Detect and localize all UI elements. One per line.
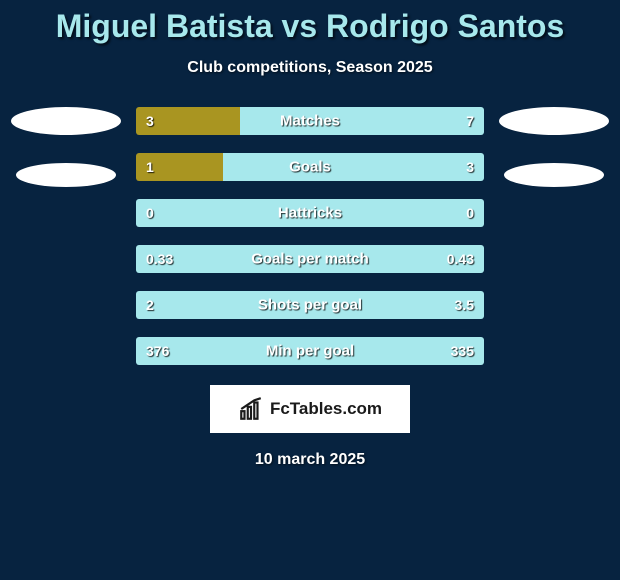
team-logo-right-2: [504, 163, 604, 187]
stat-row-goals: 1 Goals 3: [136, 153, 484, 181]
chart-icon: [238, 396, 264, 422]
team-logo-left-1: [11, 107, 121, 135]
left-team-column: [6, 107, 126, 365]
stat-row-shots-per-goal: 2 Shots per goal 3.5: [136, 291, 484, 319]
comparison-content: 3 Matches 7 1 Goals 3 0 Hattricks 0 0.33…: [0, 107, 620, 365]
stat-left-value: 376: [146, 343, 169, 359]
right-team-column: [494, 107, 614, 365]
page-title: Miguel Batista vs Rodrigo Santos: [0, 0, 620, 45]
stat-left-value: 0: [146, 205, 154, 221]
stat-label: Matches: [280, 113, 340, 130]
bar-right: [223, 153, 484, 181]
subtitle: Club competitions, Season 2025: [0, 59, 620, 77]
stat-left-value: 1: [146, 159, 154, 175]
stat-right-value: 7: [466, 113, 474, 129]
stat-right-value: 0: [466, 205, 474, 221]
team-logo-right-1: [499, 107, 609, 135]
brand-text: FcTables.com: [270, 399, 382, 419]
stat-row-goals-per-match: 0.33 Goals per match 0.43: [136, 245, 484, 273]
stat-left-value: 0.33: [146, 251, 173, 267]
stat-right-value: 335: [451, 343, 474, 359]
stat-right-value: 3: [466, 159, 474, 175]
stat-label: Goals: [289, 159, 331, 176]
stat-row-matches: 3 Matches 7: [136, 107, 484, 135]
stat-row-min-per-goal: 376 Min per goal 335: [136, 337, 484, 365]
stat-bars: 3 Matches 7 1 Goals 3 0 Hattricks 0 0.33…: [126, 107, 494, 365]
brand-badge: FcTables.com: [210, 385, 410, 433]
stat-label: Shots per goal: [258, 297, 362, 314]
stat-right-value: 0.43: [447, 251, 474, 267]
stat-left-value: 3: [146, 113, 154, 129]
stat-left-value: 2: [146, 297, 154, 313]
stat-label: Min per goal: [266, 343, 354, 360]
stat-row-hattricks: 0 Hattricks 0: [136, 199, 484, 227]
stat-right-value: 3.5: [455, 297, 474, 313]
bar-right: [240, 107, 484, 135]
date-text: 10 march 2025: [0, 451, 620, 469]
stat-label: Hattricks: [278, 205, 342, 222]
team-logo-left-2: [16, 163, 116, 187]
stat-label: Goals per match: [251, 251, 369, 268]
